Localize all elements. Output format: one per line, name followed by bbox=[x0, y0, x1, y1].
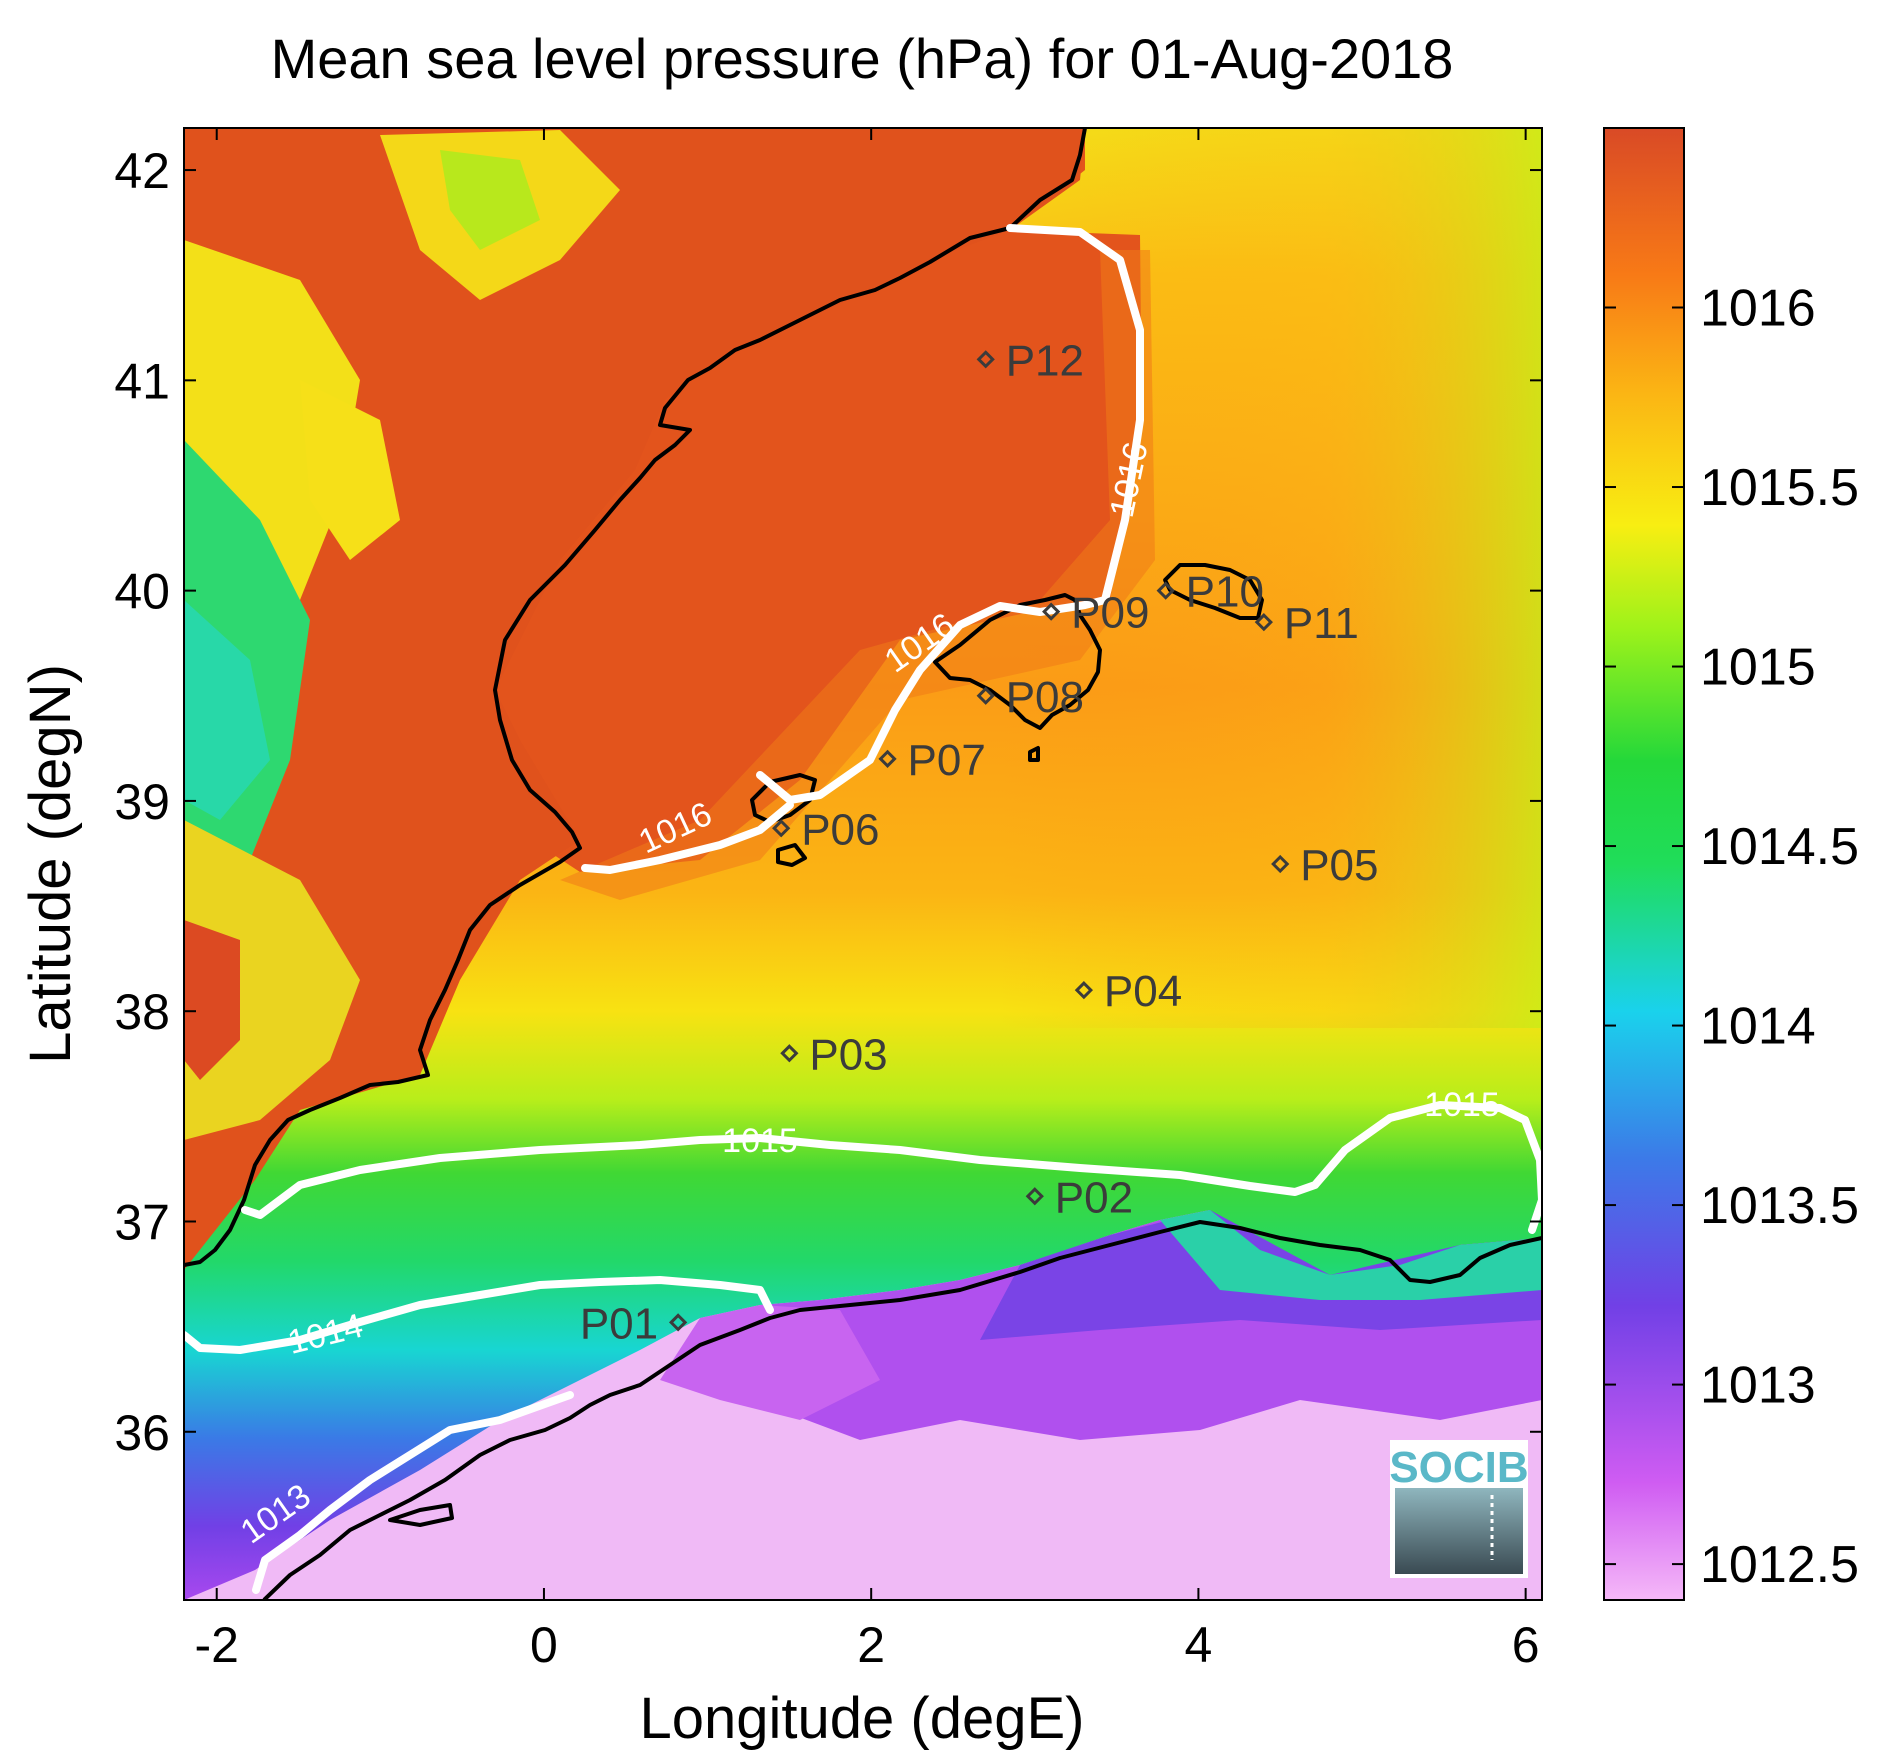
land-cyan-patch bbox=[184, 600, 270, 820]
x-tick-label: 0 bbox=[530, 1617, 558, 1673]
chart-title: Mean sea level pressure (hPa) for 01-Aug… bbox=[271, 27, 1454, 90]
station-marker-icon bbox=[1025, 1187, 1044, 1206]
coastline-iberia bbox=[184, 128, 1087, 1267]
contour-label: 1015 bbox=[722, 1122, 798, 1160]
station-label: P03 bbox=[809, 1030, 887, 1079]
x-tick-label: 6 bbox=[1512, 1617, 1540, 1673]
station-marker-icon bbox=[1254, 613, 1273, 632]
station-marker-icon bbox=[668, 1313, 688, 1332]
station-marker-icon bbox=[1156, 581, 1175, 600]
station-p01: P01 bbox=[580, 1299, 688, 1348]
coastline-africa bbox=[262, 1220, 1542, 1600]
map-frame bbox=[183, 127, 1543, 1601]
y-tick-label: 42 bbox=[114, 143, 170, 199]
y-axis-label: Latitude (degN) bbox=[18, 664, 83, 1064]
island-menorca bbox=[1163, 563, 1264, 620]
station-marker-icon bbox=[1271, 854, 1290, 874]
station-label: P08 bbox=[1006, 673, 1084, 722]
station-label: P11 bbox=[1284, 599, 1359, 648]
station-label: P06 bbox=[801, 805, 879, 854]
station-marker-icon bbox=[976, 350, 995, 369]
station-p10: P10 bbox=[1156, 568, 1264, 617]
pressure-land-iberia bbox=[184, 128, 1085, 1270]
island-alboran bbox=[388, 1503, 454, 1527]
isobar-1016-west bbox=[581, 801, 794, 874]
isobar-1013 bbox=[252, 1391, 574, 1594]
land-green-patch-1 bbox=[440, 150, 540, 250]
station-p08: P08 bbox=[976, 673, 1084, 722]
y-tick-label: 37 bbox=[114, 1194, 170, 1250]
station-marker-icon bbox=[780, 1044, 799, 1063]
africa-purple-west bbox=[660, 1305, 880, 1420]
station-p11: P11 bbox=[1254, 599, 1359, 648]
colorbar-tick-label: 1016 bbox=[1700, 280, 1816, 338]
colorbar-tick-label: 1015 bbox=[1700, 639, 1816, 697]
logo-text: SOCIB bbox=[1389, 1443, 1528, 1492]
island-mallorca bbox=[933, 593, 1102, 730]
station-p05: P05 bbox=[1271, 841, 1379, 890]
land-yellow-patch-4 bbox=[300, 380, 400, 560]
station-marker-icon bbox=[1074, 981, 1094, 1000]
y-tick-label: 39 bbox=[114, 774, 170, 830]
land-red-patch bbox=[184, 920, 240, 1080]
island-cabrera bbox=[1028, 746, 1040, 762]
x-tick-label: -2 bbox=[194, 1617, 238, 1673]
x-tick-label: 2 bbox=[857, 1617, 885, 1673]
y-tick-label: 38 bbox=[114, 984, 170, 1040]
colorbar-gradient bbox=[1603, 127, 1685, 1601]
station-p09: P09 bbox=[1042, 589, 1149, 638]
station-label: P10 bbox=[1186, 568, 1264, 617]
station-marker-icon bbox=[976, 686, 995, 705]
station-label: P12 bbox=[1006, 336, 1084, 385]
x-axis: -2 0 2 4 6 bbox=[194, 128, 1540, 1673]
colorbar-tick-label: 1013.5 bbox=[1700, 1177, 1859, 1235]
y-tick-label: 40 bbox=[114, 564, 170, 620]
station-p03: P03 bbox=[780, 1030, 888, 1079]
station-marker-icon bbox=[1042, 602, 1061, 621]
colorbar-tick-label: 1014.5 bbox=[1700, 818, 1859, 876]
colorbar-tick-label: 1015.5 bbox=[1700, 459, 1859, 517]
station-p12: P12 bbox=[976, 336, 1084, 385]
station-p06: P06 bbox=[772, 805, 879, 854]
station-label: P01 bbox=[580, 1299, 658, 1348]
isobar-1016 bbox=[756, 224, 1144, 804]
station-label: P04 bbox=[1104, 967, 1182, 1016]
contour-label: 1015 bbox=[1424, 1086, 1500, 1124]
station-label: P07 bbox=[908, 736, 986, 785]
colorbar-tick-label: 1012.5 bbox=[1700, 1536, 1859, 1594]
station-markers: P01 P02 P03 P04 P05 P06 P07 P08 P09 P10 P11 P12 bbox=[580, 336, 1379, 1348]
y-axis: 36 37 38 39 40 41 42 bbox=[114, 143, 1542, 1461]
socib-logo-icon: SOCIB bbox=[1389, 1440, 1529, 1578]
colorbar: 1012.5 1013 1013.5 1014 1014.5 1015 1015.5 1016 bbox=[1603, 127, 1859, 1601]
x-axis-label: Longitude (degE) bbox=[640, 1686, 1085, 1751]
station-label: P02 bbox=[1055, 1173, 1133, 1222]
station-p02: P02 bbox=[1025, 1173, 1133, 1222]
map-panel: 1013 1014 1015 1015 1016 1016 1016 P01P0… bbox=[184, 128, 1542, 1600]
colorbar-ticks: 1012.5 1013 1013.5 1014 1014.5 1015 1015.5 1016 bbox=[1604, 280, 1859, 1594]
station-label: P09 bbox=[1071, 589, 1149, 638]
colorbar-tick-label: 1014 bbox=[1700, 998, 1816, 1056]
station-marker-icon bbox=[772, 819, 791, 838]
station-marker-icon bbox=[878, 749, 897, 768]
island-formentera bbox=[776, 843, 807, 867]
station-label: P05 bbox=[1300, 841, 1378, 890]
colorbar-tick-label: 1013 bbox=[1700, 1357, 1816, 1415]
isobar-1014 bbox=[184, 1276, 774, 1354]
x-tick-label: 4 bbox=[1185, 1617, 1213, 1673]
land-yellow-patch-3 bbox=[184, 820, 360, 1140]
station-p04: P04 bbox=[1074, 967, 1182, 1016]
isobar-1015 bbox=[241, 1101, 1542, 1234]
station-p07: P07 bbox=[878, 736, 986, 785]
y-tick-label: 36 bbox=[114, 1405, 170, 1461]
y-tick-label: 41 bbox=[114, 353, 170, 409]
